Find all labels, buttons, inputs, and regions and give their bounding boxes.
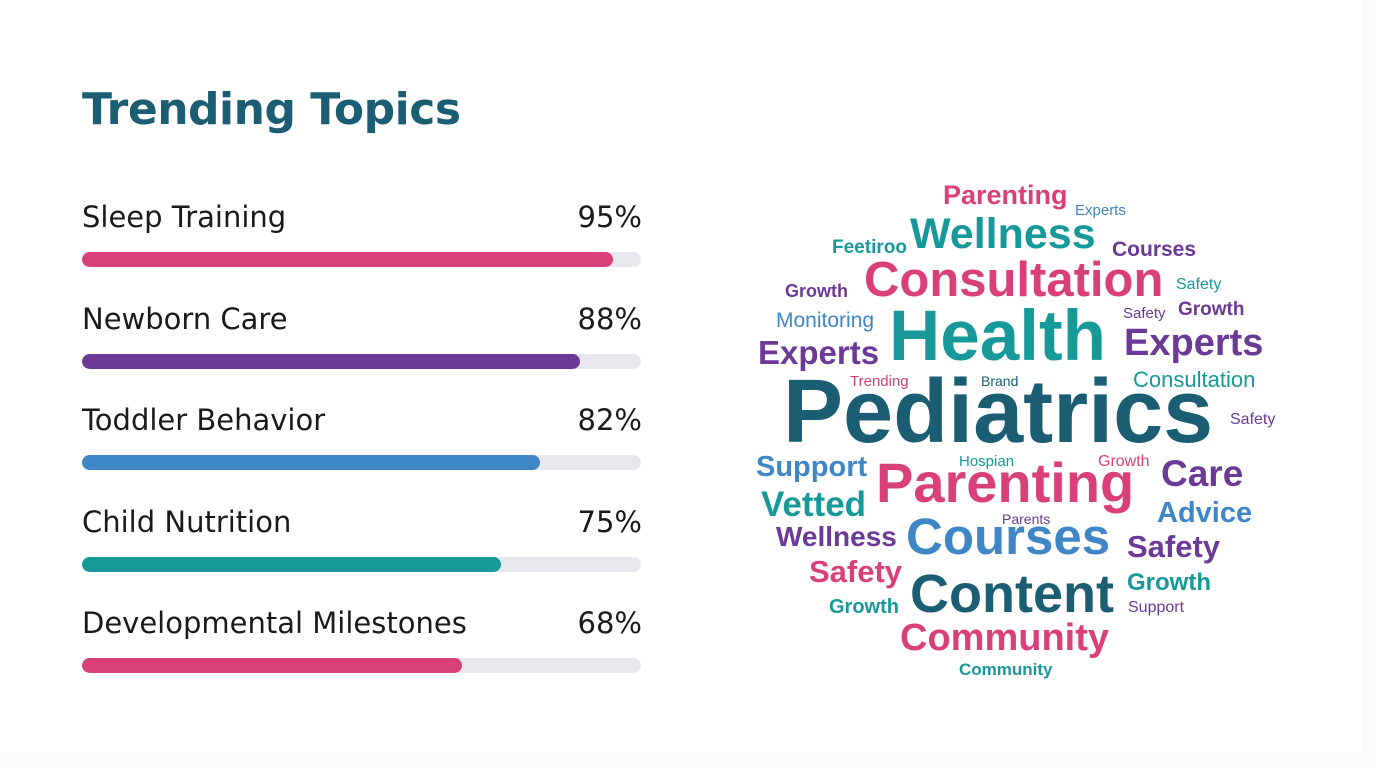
word-cloud-word: Wellness (910, 210, 1096, 258)
word-cloud-word: Safety (1127, 529, 1221, 564)
topic-label: Toddler Behavior (82, 403, 326, 437)
topic-label: Sleep Training (82, 200, 287, 234)
word-cloud-word: Growth (1127, 569, 1211, 596)
word-cloud-word: Consultation (1133, 367, 1256, 392)
topic-item-child-nutrition: Child Nutrition 75% (82, 505, 642, 607)
topic-percent: 68% (577, 606, 642, 640)
topic-item-newborn-care: Newborn Care 88% (82, 302, 642, 404)
word-cloud-word: Courses (1112, 238, 1197, 261)
word-cloud-word: Experts (1124, 322, 1264, 364)
progress-track (82, 353, 641, 369)
word-cloud-word: Growth (829, 596, 899, 618)
progress-fill (82, 455, 541, 470)
progress-fill (82, 556, 502, 572)
word-cloud-word: Vetted (761, 485, 867, 524)
progress-fill (82, 658, 463, 673)
word-cloud-word: Safety (1123, 305, 1166, 322)
topic-percent: 95% (577, 200, 642, 234)
progress-track (82, 455, 641, 470)
topic-list: Sleep Training 95% Newborn Care 88% Todd… (82, 200, 642, 708)
topic-item-developmental-milestones: Developmental Milestones 68% (82, 606, 642, 708)
word-cloud-word: Content (910, 564, 1114, 624)
word-cloud-word: Growth (1098, 453, 1150, 470)
topic-percent: 75% (577, 504, 642, 539)
word-cloud-word: Safety (1176, 276, 1222, 293)
progress-track (82, 658, 641, 673)
word-cloud-word: Health (889, 297, 1106, 376)
word-cloud-word: Monitoring (776, 309, 875, 332)
word-cloud-word: Safety (809, 554, 903, 589)
progress-track (82, 252, 641, 267)
topic-percent: 88% (577, 301, 642, 336)
topic-label: Child Nutrition (82, 504, 292, 539)
word-cloud-word: Courses (906, 508, 1111, 565)
page-title: Trending Topics (82, 84, 461, 135)
word-cloud-word: Support (1128, 599, 1185, 616)
word-cloud-word: Growth (1178, 299, 1245, 320)
word-cloud-word: Parenting (876, 451, 1135, 514)
word-cloud-word: Advice (1157, 497, 1253, 529)
topic-label: Newborn Care (82, 301, 288, 336)
word-cloud-word: Safety (1230, 411, 1276, 428)
progress-track (82, 556, 641, 572)
word-cloud-word: Experts (1075, 202, 1126, 219)
topic-percent: 82% (577, 403, 642, 437)
word-cloud-word: Parents (1002, 511, 1051, 527)
word-cloud-word: Community (959, 660, 1053, 679)
word-cloud: Parenting Experts Feetiroo Wellness Courses G… (740, 160, 1300, 700)
word-cloud-word: Pediatrics (783, 362, 1214, 462)
word-cloud-word: Brand (981, 373, 1019, 389)
progress-fill (82, 353, 580, 369)
word-cloud-word: Hospian (959, 453, 1015, 470)
word-cloud-word: Wellness (776, 521, 897, 552)
topic-item-toddler-behavior: Toddler Behavior 82% (82, 403, 642, 505)
word-cloud-word: Community (900, 617, 1109, 659)
word-cloud-word: Parenting (943, 180, 1068, 210)
word-cloud-word: Feetiroo (832, 237, 907, 258)
word-cloud-word: Care (1161, 453, 1244, 494)
topic-label: Developmental Milestones (82, 606, 467, 640)
progress-fill (82, 252, 614, 267)
slide-panel: Trending Topics Sleep Training 95% Newbo… (82, 84, 1300, 708)
word-cloud-word: Experts (758, 334, 880, 371)
word-cloud-word: Consultation (864, 253, 1164, 307)
word-cloud-word: Growth (785, 281, 848, 301)
word-cloud-word: Support (756, 451, 868, 483)
topic-item-sleep-training: Sleep Training 95% (82, 200, 642, 302)
word-cloud-word: Trending (850, 373, 909, 390)
